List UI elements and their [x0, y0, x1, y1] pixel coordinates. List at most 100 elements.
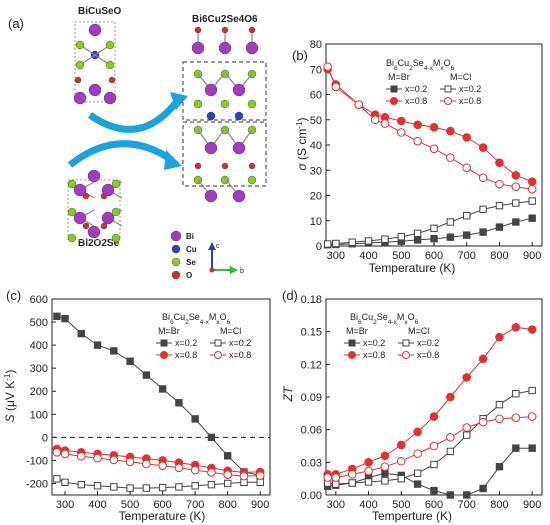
data-point [512, 218, 520, 226]
legend-marker [214, 339, 222, 347]
data-point [256, 478, 264, 487]
data-point [429, 441, 439, 451]
legend-label: x=0.8 [229, 350, 251, 360]
data-point [224, 452, 232, 460]
data-point [331, 473, 341, 482]
atom-o [74, 76, 82, 84]
legend-marker [402, 339, 410, 347]
x-tick-label: 800 [219, 499, 237, 511]
data-point [495, 223, 504, 231]
y-tick-label: 60 [310, 90, 322, 102]
legend-header: M=Cl [408, 326, 429, 336]
y-tick-label: 0.03 [301, 457, 322, 469]
atom-se [247, 99, 257, 109]
atom-se [193, 99, 203, 109]
series-line [327, 217, 533, 246]
data-point [323, 473, 332, 482]
axis-triad: c b [208, 242, 244, 275]
data-point [446, 218, 455, 226]
atom-o [221, 26, 229, 34]
atom-bi [101, 211, 115, 225]
data-point [463, 491, 471, 499]
atom-se [75, 40, 85, 50]
structure-label-bi6cu2se4o6: Bi6Cu2Se4O6 [192, 14, 258, 25]
atom-bi [204, 141, 218, 155]
plot-area-c: 300 400 500 600 700 800 900 -200 -100 0 100 200 300 4… [26, 294, 271, 511]
data-point [142, 371, 151, 379]
atom-o [248, 26, 256, 34]
data-point [110, 483, 118, 491]
legend-marker [348, 339, 356, 347]
y-axis-label-d: ZT [281, 385, 295, 402]
atom-bi [88, 23, 102, 37]
atom-se [105, 60, 115, 70]
atom-o [221, 162, 229, 170]
legend-label: x=0.2 [363, 338, 385, 348]
y-tick-label: 0 [316, 241, 322, 253]
atom-o [194, 162, 202, 170]
y-tick-label: 0.06 [301, 425, 322, 437]
atom-bi [101, 183, 115, 197]
data-point [413, 136, 422, 146]
data-point [207, 468, 216, 477]
structure-label-bicuseo: BiCuSeO [78, 6, 122, 17]
plot-area-d: 300 400 500 600 700 800 900 0.00 0.03 0.06 0.09 0.1… [301, 294, 543, 511]
y-tick-label: 50 [310, 115, 322, 127]
data-point [430, 486, 438, 495]
x-tick-label: 300 [327, 499, 345, 511]
data-point [60, 449, 70, 459]
atom-bi [191, 41, 205, 55]
structure-label-bi2o2se: Bi2O2Se [78, 238, 120, 249]
panel-c-label: (c) [6, 288, 21, 303]
crystal-bicuseo [73, 21, 117, 105]
legend-header: M=Br [158, 326, 180, 336]
panel-d-label: (d) [282, 288, 298, 303]
panel-b-label: (b) [292, 48, 308, 63]
legend-atom-label: Cu [186, 245, 197, 254]
atom-se [67, 207, 77, 217]
y-tick-label: 70 [310, 64, 322, 76]
atom-se [67, 179, 77, 189]
chart-panel-d: (d) 300 400 500 600 700 800 900 0.00 0.03 0.06 0.0… [281, 288, 543, 523]
data-point [462, 373, 472, 382]
data-point [396, 128, 406, 137]
x-tick-label: 900 [523, 250, 541, 262]
data-point [430, 234, 438, 243]
data-point [478, 354, 488, 364]
legend-header: M=Cl [220, 326, 241, 336]
data-point [413, 427, 422, 437]
data-point [93, 453, 102, 463]
data-point [61, 478, 69, 487]
data-point [397, 474, 405, 483]
y-axis-label-b: σ (S cm-1) [295, 117, 310, 170]
y-tick-label: -200 [26, 478, 48, 490]
data-point [446, 392, 455, 402]
legend-label: x=0.2 [405, 84, 427, 94]
data-point [495, 400, 504, 409]
atom-se [67, 233, 77, 243]
data-point [381, 235, 389, 243]
data-point [429, 412, 439, 421]
unit-block-bottom [182, 121, 267, 187]
data-point [191, 482, 199, 490]
legend-atom-bi [170, 230, 182, 242]
y-tick-label: 0.09 [301, 392, 322, 404]
data-point [446, 126, 455, 136]
data-point [478, 417, 488, 427]
y-tick-label: 0 [42, 432, 48, 444]
data-point [446, 233, 455, 241]
y-tick-label: 600 [30, 294, 48, 306]
x-tick-label: 400 [359, 250, 377, 262]
transform-arrow-top [87, 97, 181, 133]
data-point [495, 201, 504, 210]
atom-cu [206, 111, 216, 121]
atom-legend: Bi Cu Se O [170, 230, 197, 280]
x-tick-label: 400 [359, 499, 377, 511]
data-point [463, 431, 471, 439]
data-point [93, 482, 102, 490]
data-point [224, 479, 232, 488]
data-point [207, 480, 216, 489]
crystal-bi2o2se [67, 169, 123, 243]
legend-atom-label: O [186, 271, 192, 280]
legend-label: x=0.8 [417, 350, 439, 360]
